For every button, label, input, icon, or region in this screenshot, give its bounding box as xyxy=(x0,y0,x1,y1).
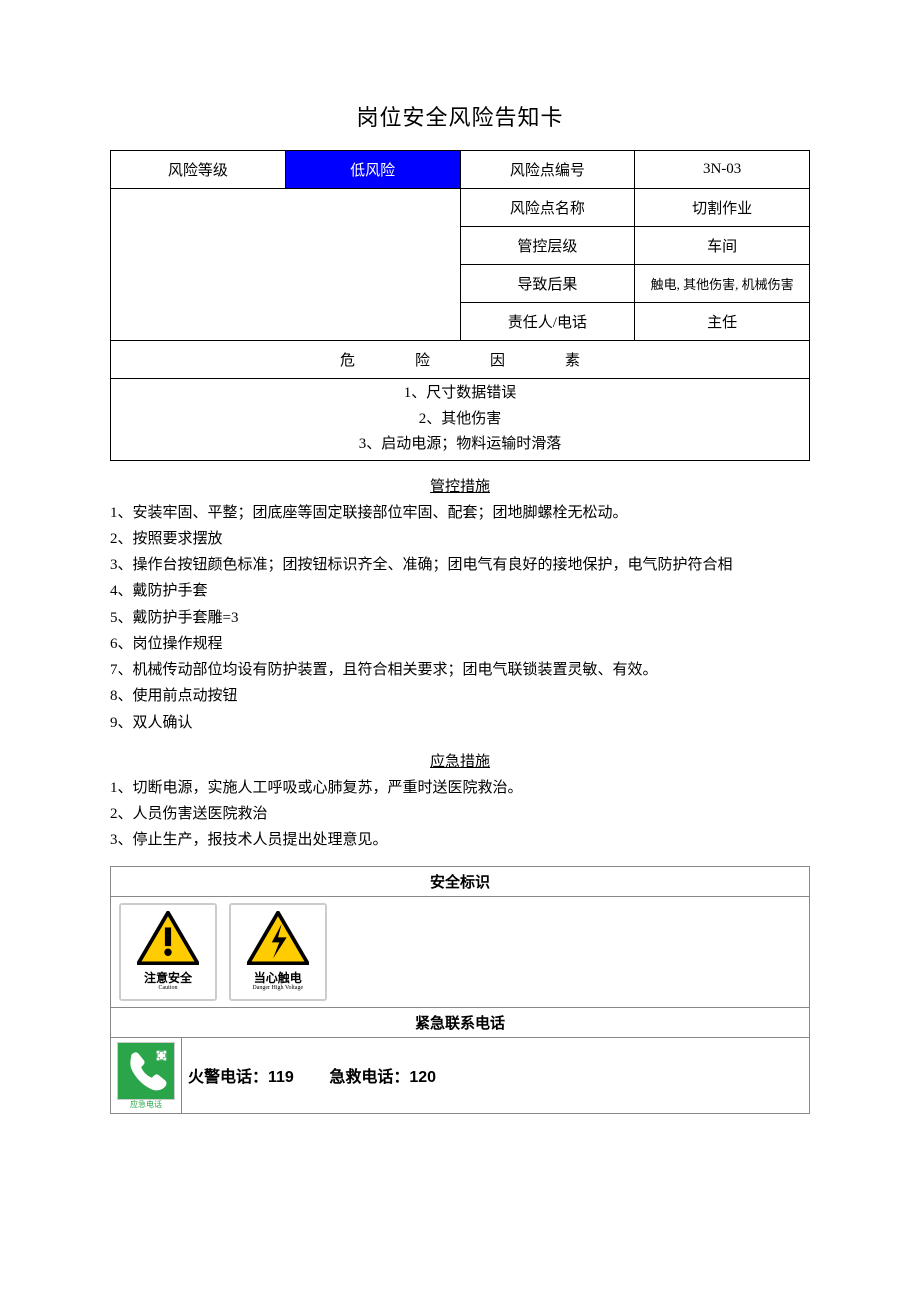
signs-header: 安全标识 xyxy=(111,866,810,896)
control-item: 4、戴防护手套 xyxy=(110,578,810,604)
risk-name-value: 切割作业 xyxy=(635,189,810,227)
emergency-list: 1、切断电源，实施人工呼吸或心肺复苏，严重时送医院救治。 2、人员伤害送医院救治… xyxy=(110,775,810,854)
control-item: 1、安装牢固、平整；团底座等固定联接部位牢固、配套；团地脚螺栓无松动。 xyxy=(110,500,810,526)
signs-table: 安全标识 注意安全 Caution xyxy=(110,866,810,1114)
hazard-item: 2、其他伤害 xyxy=(115,407,805,433)
electric-triangle-icon xyxy=(247,911,309,965)
hazard-list-cell: 1、尺寸数据错误 2、其他伤害 3、启动电源；物料运输时滑落 xyxy=(111,379,810,461)
caution-caption: 注意安全 xyxy=(121,972,215,985)
hazard-header: 危险因素 xyxy=(111,341,810,379)
risk-name-label: 风险点名称 xyxy=(460,189,635,227)
risk-id-label: 风险点编号 xyxy=(460,151,635,189)
control-header: 管控措施 xyxy=(110,475,810,496)
control-list: 1、安装牢固、平整；团底座等固定联接部位牢固、配套；团地脚螺栓无松动。 2、按照… xyxy=(110,500,810,736)
responsible-value: 主任 xyxy=(635,303,810,341)
fire-phone: 火警电话：119 xyxy=(188,1069,294,1086)
risk-id-value: 3N-03 xyxy=(635,151,810,189)
emergency-item: 3、停止生产，报技术人员提出处理意见。 xyxy=(110,827,810,853)
risk-level-label: 风险等级 xyxy=(111,151,286,189)
ambulance-phone: 急救电话：120 xyxy=(329,1069,436,1086)
control-item: 9、双人确认 xyxy=(110,710,810,736)
control-level-label: 管控层级 xyxy=(460,227,635,265)
phone-icon-label: 应急电话 xyxy=(117,1101,175,1109)
caution-sub: Caution xyxy=(121,985,215,991)
signs-cell: 注意安全 Caution 当心触电 Danger High Voltage xyxy=(111,896,810,1007)
hazard-item: 3、启动电源；物料运输时滑落 xyxy=(115,432,805,458)
document-title: 岗位安全风险告知卡 xyxy=(110,100,810,132)
consequence-value: 触电, 其他伤害, 机械伤害 xyxy=(635,265,810,303)
phone-numbers-cell: 火警电话：119 急救电话：120 xyxy=(182,1037,810,1113)
emergency-phone-icon xyxy=(117,1042,175,1100)
control-item: 6、岗位操作规程 xyxy=(110,631,810,657)
electric-caption: 当心触电 xyxy=(231,972,325,985)
empty-span-cell xyxy=(111,189,461,341)
emergency-item: 1、切断电源，实施人工呼吸或心肺复苏，严重时送医院救治。 xyxy=(110,775,810,801)
hazard-item: 1、尺寸数据错误 xyxy=(115,381,805,407)
electric-sub: Danger High Voltage xyxy=(231,985,325,991)
risk-level-value: 低风险 xyxy=(285,151,460,189)
control-item: 5、戴防护手套雕=3 xyxy=(110,605,810,631)
responsible-label: 责任人/电话 xyxy=(460,303,635,341)
caution-sign: 注意安全 Caution xyxy=(119,903,217,1001)
control-item: 3、操作台按钮颜色标准；团按钮标识齐全、准确；团电气有良好的接地保护，电气防护符… xyxy=(110,552,810,578)
contact-header: 紧急联系电话 xyxy=(111,1007,810,1037)
control-level-value: 车间 xyxy=(635,227,810,265)
control-item: 2、按照要求摆放 xyxy=(110,526,810,552)
control-item: 8、使用前点动按钮 xyxy=(110,683,810,709)
phone-icon-cell: 应急电话 xyxy=(111,1037,182,1113)
consequence-label: 导致后果 xyxy=(460,265,635,303)
caution-triangle-icon xyxy=(137,911,199,965)
control-item: 7、机械传动部位均设有防护装置，且符合相关要求；团电气联锁装置灵敏、有效。 xyxy=(110,657,810,683)
emergency-header: 应急措施 xyxy=(110,750,810,771)
info-table: 风险等级 低风险 风险点编号 3N-03 风险点名称 切割作业 管控层级 车间 … xyxy=(110,150,810,461)
electric-sign: 当心触电 Danger High Voltage xyxy=(229,903,327,1001)
emergency-item: 2、人员伤害送医院救治 xyxy=(110,801,810,827)
